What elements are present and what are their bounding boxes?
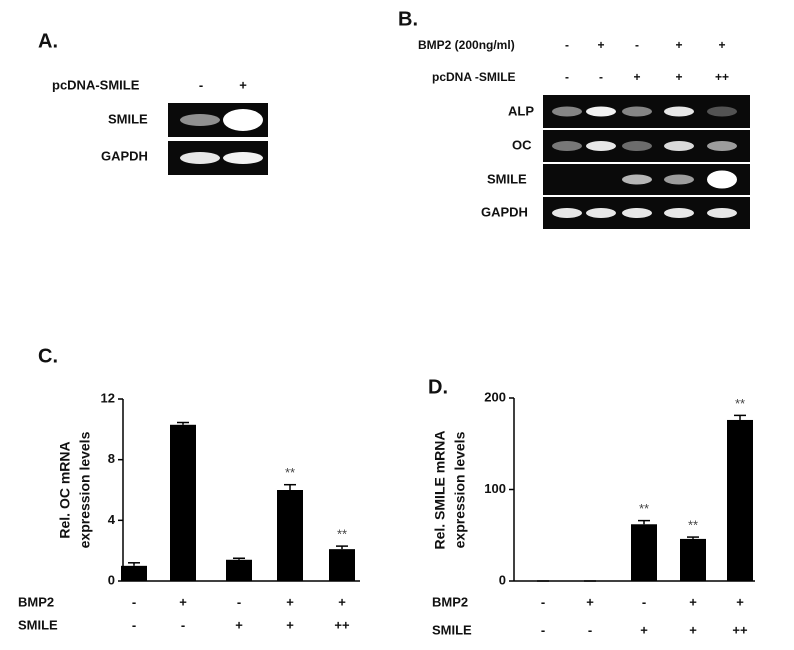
treatment-label: BMP2 (200ng/ml) xyxy=(418,38,515,52)
significance-label: ** xyxy=(639,501,649,516)
lane-sign: + xyxy=(718,38,725,52)
bar xyxy=(121,565,147,581)
y-axis-label: expression levels xyxy=(77,431,93,548)
condition-sign: - xyxy=(237,594,241,609)
significance-label: ** xyxy=(337,527,347,542)
condition-label: SMILE xyxy=(432,622,472,637)
lane-sign: + xyxy=(239,77,247,92)
condition-sign: + xyxy=(689,594,697,609)
lane-sign: ++ xyxy=(715,70,729,84)
y-axis-label: Rel. SMILE mRNA xyxy=(432,430,448,549)
condition-sign: - xyxy=(132,594,136,609)
lane-sign: - xyxy=(199,77,203,92)
gel-band xyxy=(622,106,652,117)
bar xyxy=(631,524,657,581)
y-tick-label: 200 xyxy=(484,389,506,404)
y-tick-label: 8 xyxy=(108,451,115,466)
y-tick-label: 12 xyxy=(101,390,115,405)
gel-band xyxy=(664,106,694,117)
panel-label: A. xyxy=(38,30,58,52)
condition-sign: - xyxy=(541,594,545,609)
gel-band xyxy=(622,208,652,218)
gel-band xyxy=(552,141,582,151)
condition-sign: ++ xyxy=(732,622,748,637)
y-tick-label: 0 xyxy=(499,572,506,587)
gel-band xyxy=(707,170,737,189)
condition-sign: + xyxy=(286,617,294,632)
bar xyxy=(277,490,303,581)
gel-band xyxy=(664,174,694,185)
gel-band xyxy=(180,114,220,126)
lane-sign: + xyxy=(675,70,682,84)
lane-sign: - xyxy=(565,38,569,52)
condition-sign: + xyxy=(179,594,187,609)
gel-band xyxy=(180,152,220,164)
treatment-label: pcDNA -SMILE xyxy=(432,70,516,84)
bar xyxy=(170,424,196,581)
condition-sign: + xyxy=(586,594,594,609)
panel-label: C. xyxy=(38,345,58,367)
y-axis-label: expression levels xyxy=(452,431,468,548)
gel-band xyxy=(707,106,737,117)
condition-sign: + xyxy=(640,622,648,637)
gel-band xyxy=(664,208,694,218)
bar xyxy=(727,419,753,581)
gel-band xyxy=(707,141,737,151)
gel-band xyxy=(586,208,616,218)
gel-row-label: ALP xyxy=(508,103,534,118)
condition-sign: - xyxy=(588,622,592,637)
gel-band xyxy=(622,141,652,151)
gel-band xyxy=(664,141,694,151)
bar xyxy=(329,549,355,581)
condition-sign: + xyxy=(736,594,744,609)
gel-band xyxy=(586,141,616,151)
condition-label: BMP2 xyxy=(18,594,54,609)
gel-row-label: GAPDH xyxy=(101,148,148,163)
gel-band xyxy=(622,174,652,185)
lane-sign: + xyxy=(633,70,640,84)
bar xyxy=(680,538,706,581)
gel-band xyxy=(707,208,737,218)
condition-sign: + xyxy=(689,622,697,637)
condition-sign: + xyxy=(286,594,294,609)
significance-label: ** xyxy=(285,465,295,480)
gel-band xyxy=(586,106,616,117)
bar xyxy=(226,559,252,581)
condition-sign: ++ xyxy=(334,617,350,632)
lane-sign: + xyxy=(597,38,604,52)
gel-band xyxy=(552,208,582,218)
panel-label: B. xyxy=(398,8,418,30)
condition-label: BMP2 xyxy=(432,594,468,609)
gel-row-label: SMILE xyxy=(108,111,148,126)
gel-band xyxy=(552,106,582,117)
gel-band xyxy=(223,109,263,131)
condition-sign: - xyxy=(181,617,185,632)
condition-sign: - xyxy=(642,594,646,609)
gel-row-label: OC xyxy=(512,137,532,152)
condition-label: SMILE xyxy=(18,617,58,632)
gel-row-label: SMILE xyxy=(487,171,527,186)
significance-label: ** xyxy=(688,518,698,533)
condition-sign: - xyxy=(132,617,136,632)
condition-sign: + xyxy=(338,594,346,609)
condition-sign: - xyxy=(541,622,545,637)
lane-sign: - xyxy=(635,38,639,52)
lane-sign: + xyxy=(675,38,682,52)
panel-label: D. xyxy=(428,376,448,398)
condition-sign: + xyxy=(235,617,243,632)
lane-sign: - xyxy=(565,70,569,84)
gel-band xyxy=(223,152,263,164)
y-tick-label: 0 xyxy=(108,572,115,587)
gel-row-label: GAPDH xyxy=(481,204,528,219)
y-tick-label: 4 xyxy=(108,512,116,527)
lane-sign: - xyxy=(599,70,603,84)
treatment-label: pcDNA-SMILE xyxy=(52,77,140,92)
significance-label: ** xyxy=(735,396,745,411)
y-tick-label: 100 xyxy=(484,481,506,496)
y-axis-label: Rel. OC mRNA xyxy=(57,441,73,538)
